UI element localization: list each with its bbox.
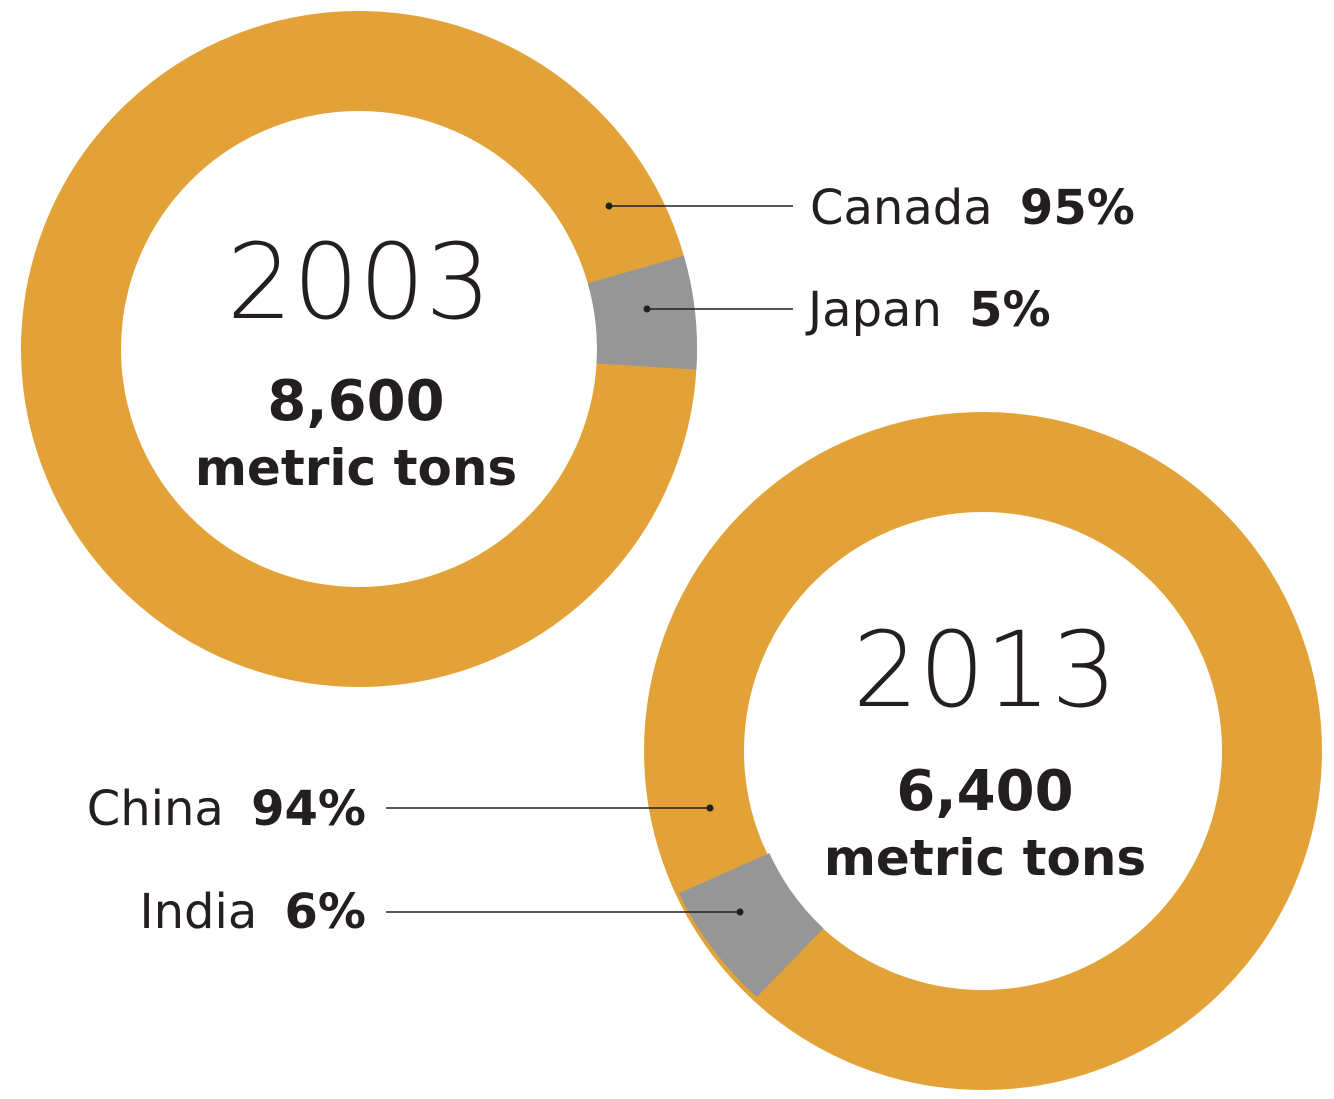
year-2013: 2013 xyxy=(853,609,1118,731)
segment-china xyxy=(644,412,1322,1090)
label-china-pct: 94% xyxy=(251,781,366,837)
year-2003: 2003 xyxy=(227,221,492,343)
label-india-name: India xyxy=(139,884,257,940)
donut-2013: 2013 6,400 metric tons xyxy=(644,412,1322,1090)
label-canada: Canada 95% xyxy=(810,180,1135,236)
label-japan-pct: 5% xyxy=(969,282,1051,338)
label-china-name: China xyxy=(87,781,224,837)
unit-2013: metric tons xyxy=(824,829,1146,887)
label-china: China 94% xyxy=(87,781,366,837)
unit-2003: metric tons xyxy=(195,439,517,497)
leader-india xyxy=(386,908,744,916)
label-canada-name: Canada xyxy=(810,180,993,236)
label-india: India 6% xyxy=(139,884,366,940)
segment-canada xyxy=(21,11,697,687)
label-india-pct: 6% xyxy=(285,884,367,940)
total-2013: 6,400 xyxy=(896,759,1073,824)
label-canada-pct: 95% xyxy=(1020,180,1135,236)
segment-japan xyxy=(587,255,698,370)
label-japan-name: Japan xyxy=(805,282,942,338)
total-2003: 8,600 xyxy=(267,369,444,434)
leader-canada xyxy=(605,202,793,210)
leader-china xyxy=(386,804,714,812)
segment-india xyxy=(678,853,824,997)
donut-2003: 2003 8,600 metric tons xyxy=(21,11,698,687)
leader-japan xyxy=(643,305,793,313)
label-japan: Japan 5% xyxy=(805,282,1051,338)
